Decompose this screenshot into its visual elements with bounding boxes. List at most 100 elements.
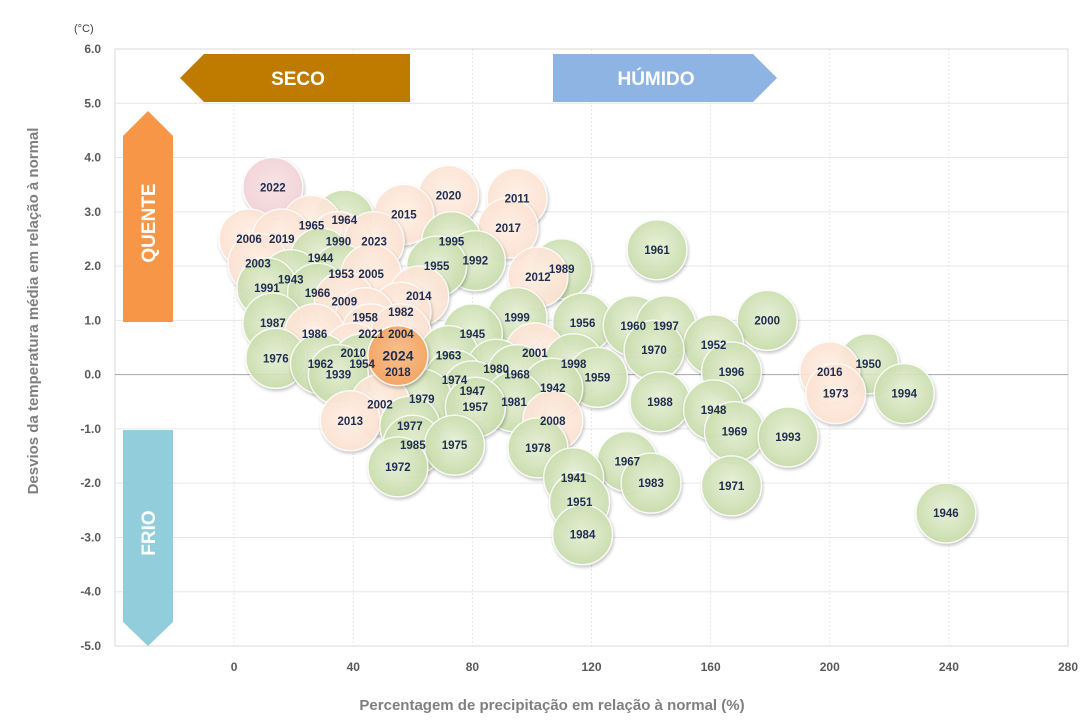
bubble-label-1939: 1939 [326, 370, 352, 382]
bubble-label-1945: 1945 [460, 329, 486, 341]
bubble-label-1987: 1987 [260, 318, 286, 330]
humido-label: HÚMIDO [617, 68, 694, 90]
bubble-label-2014: 2014 [406, 291, 432, 303]
bubble-label-1998: 1998 [561, 359, 587, 371]
bubble-label-1956: 1956 [570, 318, 596, 330]
bubble-1983 [620, 452, 682, 514]
y-tick-label: -1.0 [80, 422, 101, 436]
bubble-label-1994: 1994 [891, 389, 917, 401]
bubble-label-1962: 1962 [308, 359, 334, 371]
bubbles [218, 156, 977, 566]
bubble-label-1951: 1951 [567, 497, 593, 509]
bubble-label-2010: 2010 [340, 348, 366, 360]
bubble-label-1950: 1950 [856, 359, 882, 371]
bubble-label-1997: 1997 [653, 321, 679, 333]
bubble-label-1993: 1993 [775, 432, 801, 444]
bubble-label-2024: 2024 [382, 348, 413, 364]
y-tick-label: -2.0 [80, 476, 101, 490]
y-tick-label: 3.0 [84, 205, 101, 219]
y-tick-label: 1.0 [84, 313, 101, 327]
bubble-1973 [804, 362, 867, 425]
bubble-label-1969: 1969 [722, 427, 748, 439]
bubble-label-1953: 1953 [329, 269, 355, 281]
bubble-1975 [423, 414, 486, 476]
bubble-label-2002: 2002 [367, 399, 393, 411]
frio-label: FRIO [139, 510, 160, 555]
bubble-label-1941: 1941 [561, 473, 587, 485]
quente-label: QUENTE [139, 183, 160, 262]
bubble-label-1960: 1960 [620, 321, 646, 333]
seco-label: SECO [271, 69, 325, 90]
bubble-label-1968: 1968 [504, 370, 530, 382]
bubble-label-2003: 2003 [245, 258, 271, 270]
y-tick-label: -4.0 [80, 585, 101, 599]
bubble-labels: 2022 2020 2011 2015 1964 1965 2017 2006 2019 1990… [236, 182, 958, 541]
y-tick-label: 2.0 [84, 259, 101, 273]
bubble-label-1943: 1943 [278, 275, 304, 287]
bubble-label-1948: 1948 [701, 405, 727, 417]
bubble-label-2005: 2005 [358, 269, 384, 281]
bubble-label-1971: 1971 [719, 481, 745, 493]
bubble-1971 [700, 455, 763, 517]
bubble-label-2006: 2006 [236, 234, 262, 246]
bubble-label-1958: 1958 [352, 313, 378, 325]
bubble-label-1957: 1957 [463, 402, 489, 414]
bubble-label-1985: 1985 [400, 440, 426, 452]
x-tick-label: 0 [231, 660, 238, 674]
x-tick-label: 160 [701, 660, 721, 674]
bubble-label-2016: 2016 [817, 367, 843, 379]
bubble-label-1986: 1986 [302, 329, 328, 341]
frio-arrow [123, 430, 173, 646]
bubble-label-1959: 1959 [585, 372, 611, 384]
bubble-label-2004: 2004 [388, 329, 414, 341]
bubble-label-1978: 1978 [525, 443, 551, 455]
bubble-label-1996: 1996 [719, 367, 745, 379]
bubble-label-1995: 1995 [439, 237, 465, 249]
bubble-label-1992: 1992 [463, 256, 489, 268]
y-axis-label: Desvios da temperatura média em relação … [25, 128, 42, 495]
quente-arrow [123, 111, 173, 322]
x-tick-label: 40 [347, 660, 361, 674]
bubble-label-1954: 1954 [349, 359, 375, 371]
bubble-label-1963: 1963 [436, 351, 462, 363]
bubble-label-2021: 2021 [358, 329, 384, 341]
bubble-1961 [626, 219, 688, 281]
bubble-label-1952: 1952 [701, 340, 727, 352]
bubble-label-1967: 1967 [614, 456, 640, 468]
bubble-2000 [736, 289, 798, 352]
bubble-label-1976: 1976 [263, 353, 289, 365]
bubble-label-2017: 2017 [495, 223, 521, 235]
bubble-label-1947: 1947 [460, 386, 486, 398]
bubble-label-1977: 1977 [397, 421, 423, 433]
bubble-label-2001: 2001 [522, 348, 548, 360]
bubble-1994 [873, 362, 935, 425]
bubble-label-2000: 2000 [754, 315, 780, 327]
bubble-label-1955: 1955 [424, 261, 450, 273]
x-tick-label: 120 [581, 660, 601, 674]
bubble-label-1984: 1984 [570, 530, 596, 542]
y-tick-label: 4.0 [84, 151, 101, 165]
bubble-1946 [915, 482, 977, 544]
bubble-label-1970: 1970 [641, 345, 667, 357]
y-tick-label: -5.0 [80, 639, 101, 653]
bubble-label-2020: 2020 [436, 191, 462, 203]
bubble-label-2008: 2008 [540, 416, 566, 428]
bubble-label-1991: 1991 [254, 283, 280, 295]
bubble-label-1988: 1988 [647, 397, 673, 409]
bubble-2024 [367, 324, 429, 387]
bubble-label-2023: 2023 [361, 237, 387, 249]
bubble-1984 [551, 503, 614, 566]
plot-frame [114, 48, 1069, 647]
bubble-label-2009: 2009 [332, 296, 358, 308]
x-tick-label: 240 [939, 660, 959, 674]
quadrant-arrows: SECO HÚMIDO QUENTE FRIO [123, 54, 777, 646]
bubble-label-1964: 1964 [332, 215, 358, 227]
y-tick-label: 5.0 [84, 96, 101, 110]
bubble-label-2013: 2013 [337, 416, 363, 428]
bubble-label-1965: 1965 [299, 220, 325, 232]
bubble-label-1979: 1979 [409, 394, 435, 406]
bubble-label-1999: 1999 [504, 313, 530, 325]
x-tick-label: 280 [1058, 660, 1078, 674]
x-tick-label: 80 [466, 660, 480, 674]
